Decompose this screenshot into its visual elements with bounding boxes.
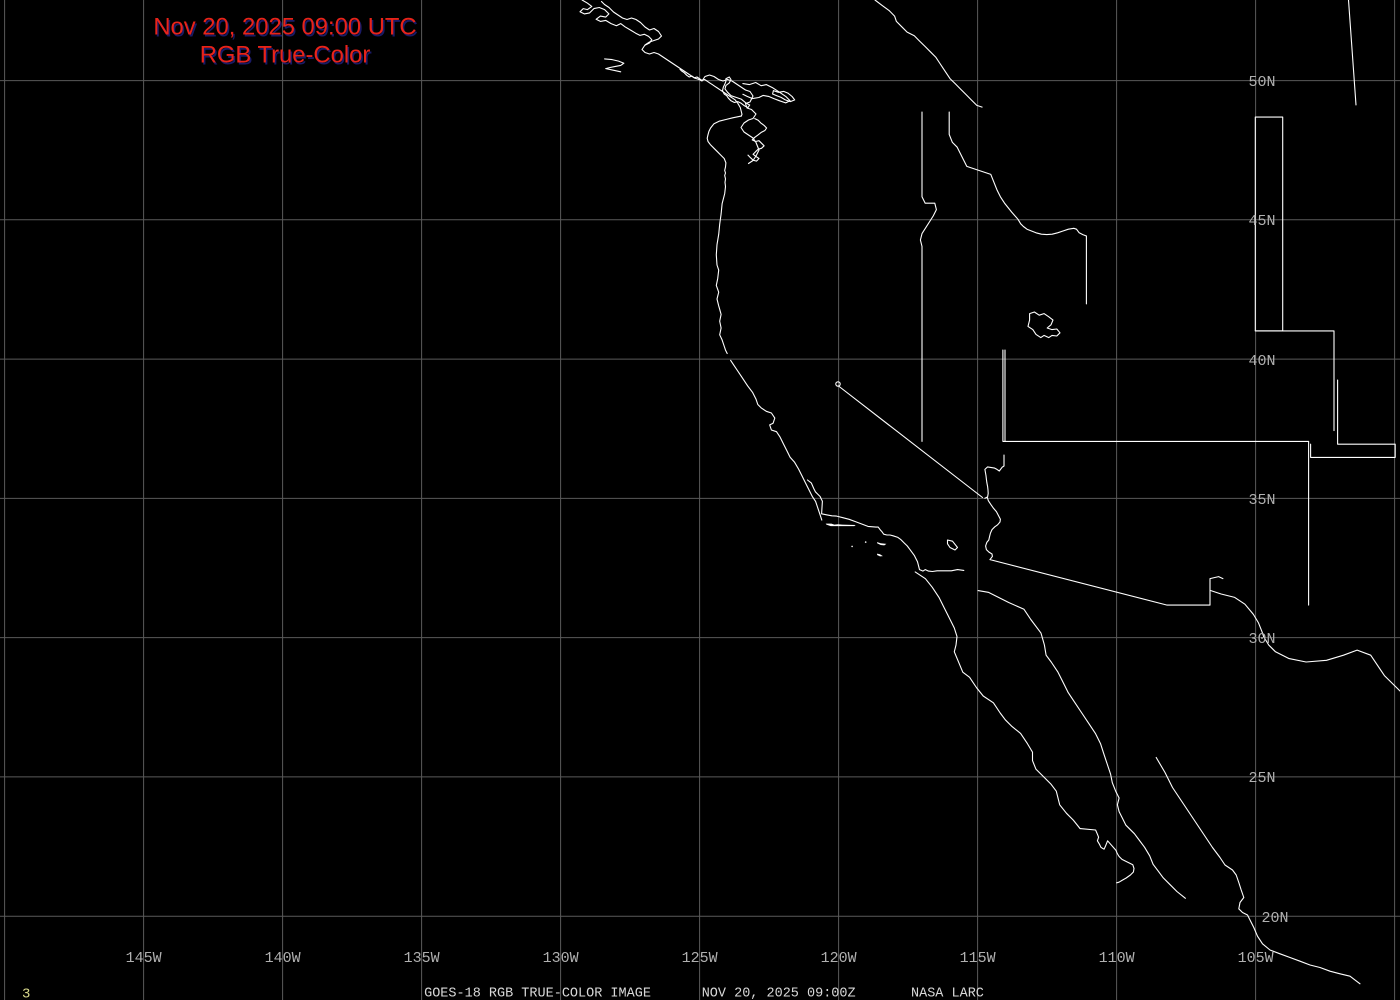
svg-text:140W: 140W — [265, 950, 301, 967]
svg-text:25N: 25N — [1248, 770, 1275, 787]
svg-text:20N: 20N — [1261, 910, 1288, 927]
svg-text:30N: 30N — [1248, 631, 1275, 648]
svg-text:135W: 135W — [404, 950, 440, 967]
svg-text:145W: 145W — [126, 950, 162, 967]
svg-text:105W: 105W — [1238, 950, 1274, 967]
svg-text:NASA LARC: NASA LARC — [911, 986, 984, 1000]
svg-text:3: 3 — [22, 987, 30, 1000]
svg-text:GOES-18 RGB TRUE-COLOR IMAGE: GOES-18 RGB TRUE-COLOR IMAGE — [424, 986, 651, 1000]
svg-text:Nov 20, 2025 09:00 UTC: Nov 20, 2025 09:00 UTC — [153, 14, 416, 41]
svg-text:125W: 125W — [682, 950, 718, 967]
svg-text:115W: 115W — [960, 950, 996, 967]
svg-text:RGB True-Color: RGB True-Color — [200, 42, 371, 69]
svg-text:110W: 110W — [1099, 950, 1135, 967]
svg-text:NOV 20, 2025 09:00Z: NOV 20, 2025 09:00Z — [702, 986, 856, 1000]
svg-text:50N: 50N — [1248, 74, 1275, 91]
svg-text:35N: 35N — [1248, 492, 1275, 509]
svg-text:40N: 40N — [1248, 353, 1275, 370]
svg-text:45N: 45N — [1248, 213, 1275, 230]
svg-text:130W: 130W — [543, 950, 579, 967]
svg-text:120W: 120W — [821, 950, 857, 967]
